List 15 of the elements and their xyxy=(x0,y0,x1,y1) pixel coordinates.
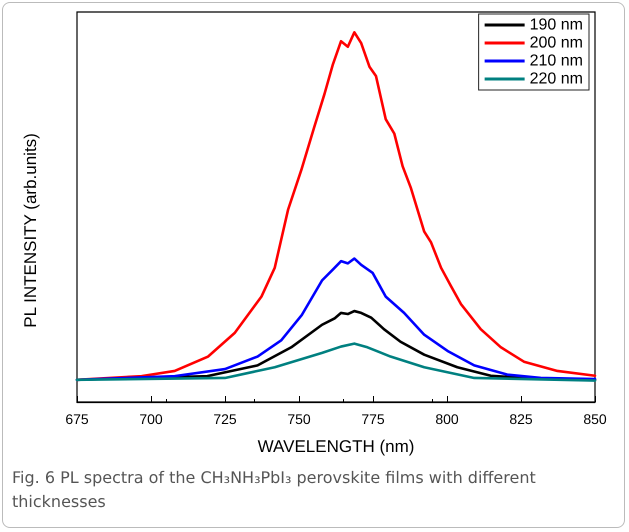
legend-label: 220 nm xyxy=(530,70,584,88)
x-tick-label: 700 xyxy=(139,411,163,427)
x-tick-label: 725 xyxy=(213,411,237,427)
x-tick-label: 775 xyxy=(361,411,385,427)
x-tick-label: 750 xyxy=(287,411,311,427)
legend-label: 210 nm xyxy=(530,52,584,70)
x-tick-label: 675 xyxy=(65,411,89,427)
legend-label: 200 nm xyxy=(530,34,584,52)
caption: Fig. 6 PL spectra of the CH₃NH₃PbI₃ perovskite films with different thicknesses xyxy=(12,467,537,513)
legend-label: 190 nm xyxy=(530,16,584,34)
x-tick-label: 850 xyxy=(583,411,607,427)
y-axis-title: PL INTENSITY (arb.units) xyxy=(21,133,40,328)
x-tick-label: 825 xyxy=(509,411,533,427)
x-axis-title: WAVELENGTH (nm) xyxy=(258,437,414,456)
x-tick-label: 800 xyxy=(435,411,459,427)
